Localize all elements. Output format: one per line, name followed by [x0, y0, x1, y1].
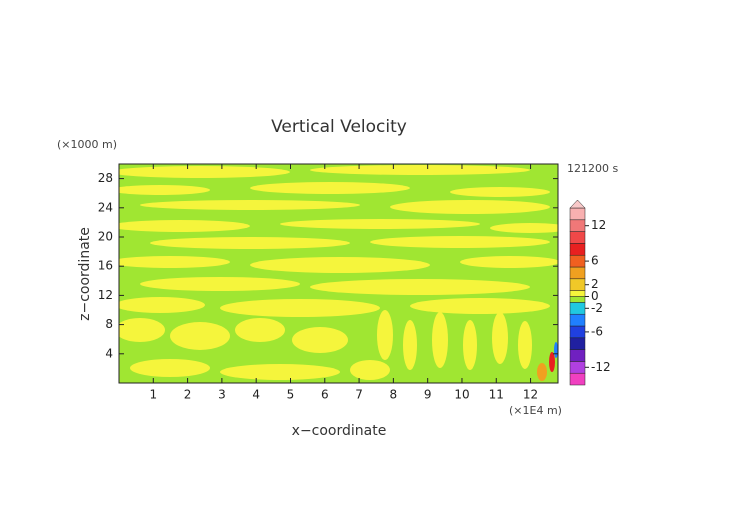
colorbar-box — [569, 372, 586, 386]
x-unit: (×1E4 m) — [509, 404, 562, 417]
y-tick-label: 4 — [105, 346, 113, 360]
colorbar-box — [569, 278, 586, 291]
x-tick-label: 3 — [218, 388, 226, 402]
colorbar-box — [569, 290, 586, 297]
x-tick-label: 5 — [287, 388, 295, 402]
y-tick-label: 20 — [98, 230, 113, 244]
colorbar-box — [569, 313, 586, 327]
colorbar-tick-label: 0 — [591, 289, 599, 303]
colorbar-box — [569, 349, 586, 362]
y-axis-label: z−coordinate — [77, 227, 93, 321]
y-tick-label: 8 — [105, 317, 113, 331]
colorbar-box — [569, 243, 586, 256]
y-unit: (×1000 m) — [57, 138, 117, 151]
colorbar-box — [569, 254, 586, 268]
colorbar-tick-label: 6 — [591, 254, 599, 268]
colorbar-box — [569, 325, 586, 339]
x-tick-label: 11 — [489, 388, 504, 402]
colorbar-box — [569, 266, 586, 280]
x-axis-label: x−coordinate — [292, 423, 387, 439]
x-tick-label: 1 — [149, 388, 157, 402]
x-tick-label: 6 — [321, 388, 329, 402]
colorbar-tick-label: 2 — [591, 277, 599, 291]
x-tick-label: 8 — [390, 388, 398, 402]
y-tick-label: 28 — [98, 171, 113, 185]
colorbar-tick-label: -6 — [591, 324, 603, 338]
colorbar-box — [569, 231, 586, 244]
colorbar-tick-label: -12 — [591, 360, 611, 374]
colorbar-box — [569, 302, 586, 315]
x-tick-label: 7 — [355, 388, 363, 402]
y-tick-label: 24 — [98, 200, 113, 214]
y-tick-label: 12 — [98, 288, 113, 302]
x-tick-label: 10 — [454, 388, 469, 402]
colorbar-box — [569, 296, 586, 303]
chart-title: Vertical Velocity — [271, 117, 407, 137]
colorbar-tick-label: 12 — [591, 218, 606, 232]
y-tick-label: 16 — [98, 259, 113, 273]
colorbar-box — [569, 219, 586, 232]
x-tick-label: 12 — [523, 388, 538, 402]
colorbar-tick-label: -2 — [591, 301, 603, 315]
colorbar-box — [569, 361, 586, 374]
time-label: 121200 s — [567, 162, 618, 175]
plot-frame — [118, 163, 559, 384]
colorbar-box — [569, 337, 586, 350]
x-tick-label: 4 — [252, 388, 260, 402]
contour-field — [119, 164, 558, 383]
x-tick-label: 2 — [184, 388, 192, 402]
colorbar-extend — [569, 199, 586, 209]
x-tick-label: 9 — [424, 388, 432, 402]
colorbar-box — [569, 207, 586, 221]
